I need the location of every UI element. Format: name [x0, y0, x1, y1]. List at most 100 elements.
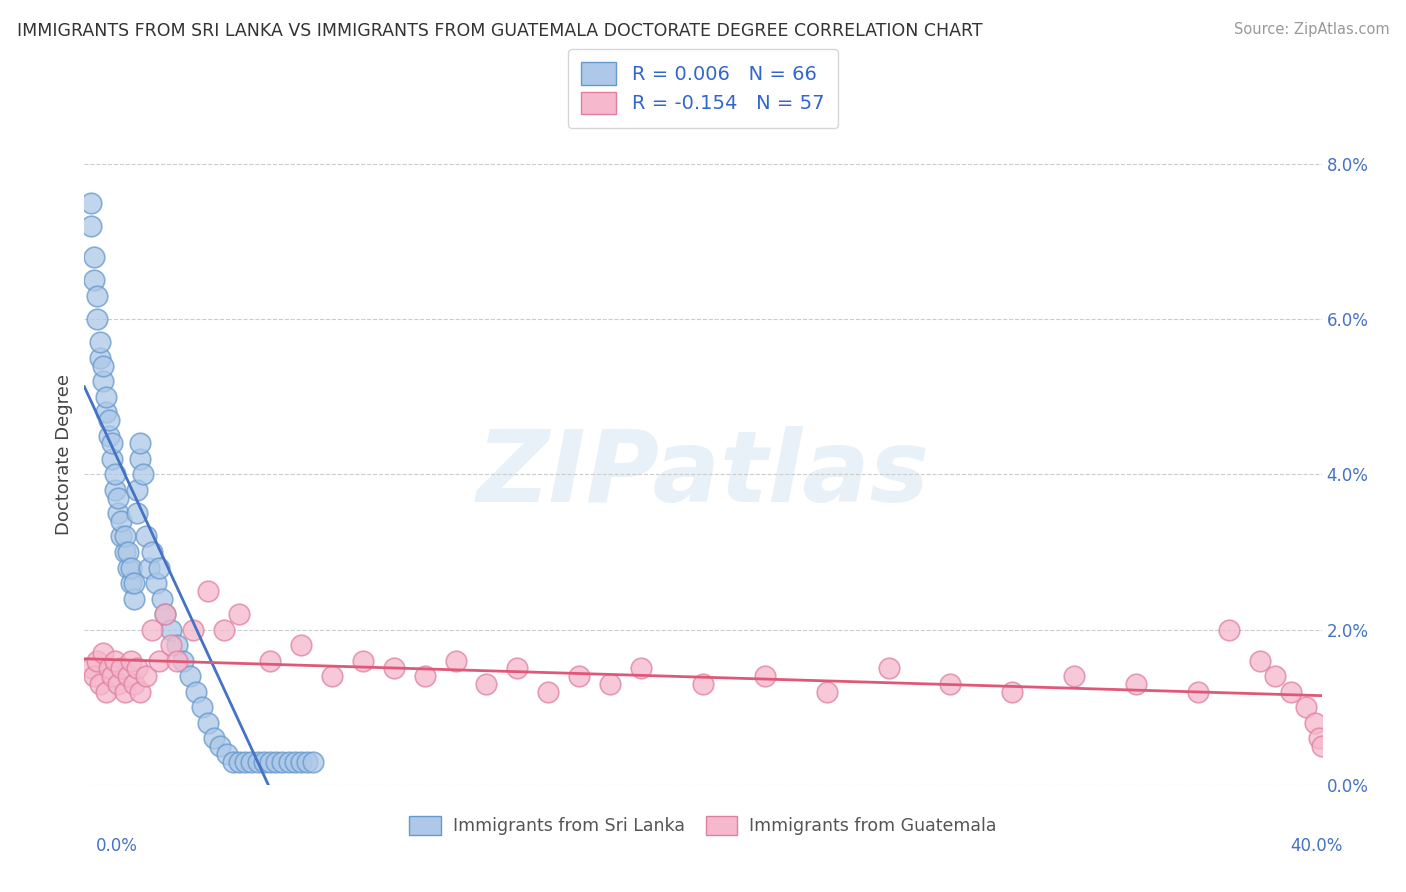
Point: [107, 677, 129, 691]
Point: [630, 661, 652, 675]
Point: [537, 685, 560, 699]
Point: [120, 560, 142, 574]
Point: [1295, 700, 1317, 714]
Point: [212, 623, 235, 637]
Point: [153, 607, 176, 621]
Point: [475, 677, 498, 691]
Point: [754, 669, 776, 683]
Point: [160, 638, 183, 652]
Point: [125, 506, 148, 520]
Point: [89, 677, 111, 691]
Point: [277, 755, 299, 769]
Point: [122, 591, 145, 606]
Point: [122, 677, 145, 691]
Point: [83, 669, 105, 683]
Point: [172, 654, 194, 668]
Point: [141, 623, 163, 637]
Point: [135, 669, 157, 683]
Point: [1279, 685, 1302, 699]
Point: [1001, 685, 1024, 699]
Point: [135, 529, 157, 543]
Legend: Immigrants from Sri Lanka, Immigrants from Guatemala: Immigrants from Sri Lanka, Immigrants fr…: [402, 809, 1004, 842]
Point: [1187, 685, 1209, 699]
Point: [129, 451, 152, 466]
Text: IMMIGRANTS FROM SRI LANKA VS IMMIGRANTS FROM GUATEMALA DOCTORATE DEGREE CORRELAT: IMMIGRANTS FROM SRI LANKA VS IMMIGRANTS …: [17, 22, 983, 40]
Point: [444, 654, 467, 668]
Point: [202, 731, 225, 746]
Point: [166, 638, 188, 652]
Point: [413, 669, 436, 683]
Point: [1249, 654, 1271, 668]
Point: [815, 685, 838, 699]
Point: [271, 755, 294, 769]
Point: [132, 467, 155, 482]
Point: [104, 654, 127, 668]
Point: [98, 428, 121, 442]
Point: [259, 654, 281, 668]
Point: [215, 747, 238, 761]
Point: [153, 607, 176, 621]
Point: [104, 483, 127, 497]
Point: [114, 545, 136, 559]
Point: [101, 436, 124, 450]
Point: [506, 661, 529, 675]
Point: [1310, 739, 1333, 753]
Point: [79, 661, 101, 675]
Point: [89, 351, 111, 365]
Point: [91, 359, 114, 373]
Point: [197, 715, 219, 730]
Point: [94, 405, 117, 419]
Point: [125, 661, 148, 675]
Point: [91, 374, 114, 388]
Point: [295, 755, 318, 769]
Point: [259, 755, 281, 769]
Point: [290, 755, 312, 769]
Point: [179, 669, 201, 683]
Point: [94, 390, 117, 404]
Point: [692, 677, 714, 691]
Point: [209, 739, 232, 753]
Point: [148, 560, 170, 574]
Point: [79, 219, 101, 233]
Point: [264, 755, 287, 769]
Point: [110, 661, 132, 675]
Text: 40.0%: 40.0%: [1291, 837, 1343, 855]
Point: [86, 654, 108, 668]
Point: [302, 755, 325, 769]
Point: [83, 250, 105, 264]
Point: [240, 755, 263, 769]
Point: [352, 654, 374, 668]
Point: [110, 514, 132, 528]
Point: [184, 685, 207, 699]
Point: [1063, 669, 1085, 683]
Point: [284, 755, 307, 769]
Point: [86, 312, 108, 326]
Point: [125, 483, 148, 497]
Point: [197, 583, 219, 598]
Point: [101, 669, 124, 683]
Text: 0.0%: 0.0%: [96, 837, 138, 855]
Point: [91, 646, 114, 660]
Point: [114, 529, 136, 543]
Point: [120, 576, 142, 591]
Point: [939, 677, 962, 691]
Point: [321, 669, 343, 683]
Point: [89, 335, 111, 350]
Point: [191, 700, 214, 714]
Point: [117, 545, 139, 559]
Point: [150, 591, 173, 606]
Point: [568, 669, 591, 683]
Point: [148, 654, 170, 668]
Point: [382, 661, 405, 675]
Point: [94, 685, 117, 699]
Text: Source: ZipAtlas.com: Source: ZipAtlas.com: [1233, 22, 1389, 37]
Point: [228, 607, 250, 621]
Point: [107, 491, 129, 505]
Point: [877, 661, 900, 675]
Point: [181, 623, 204, 637]
Point: [98, 413, 121, 427]
Point: [290, 638, 312, 652]
Point: [129, 685, 152, 699]
Point: [160, 623, 183, 637]
Point: [166, 654, 188, 668]
